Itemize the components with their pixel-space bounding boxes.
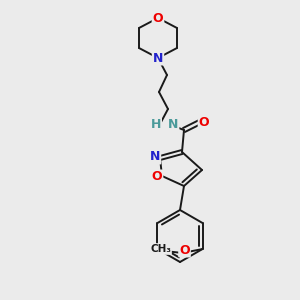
Text: N: N (168, 118, 178, 130)
Text: N: N (153, 52, 163, 64)
Text: O: O (199, 116, 209, 128)
Text: CH₃: CH₃ (150, 244, 171, 254)
Text: O: O (152, 170, 162, 184)
Text: N: N (150, 151, 160, 164)
Text: O: O (153, 11, 163, 25)
Text: O: O (179, 244, 190, 256)
Text: H: H (151, 118, 161, 130)
